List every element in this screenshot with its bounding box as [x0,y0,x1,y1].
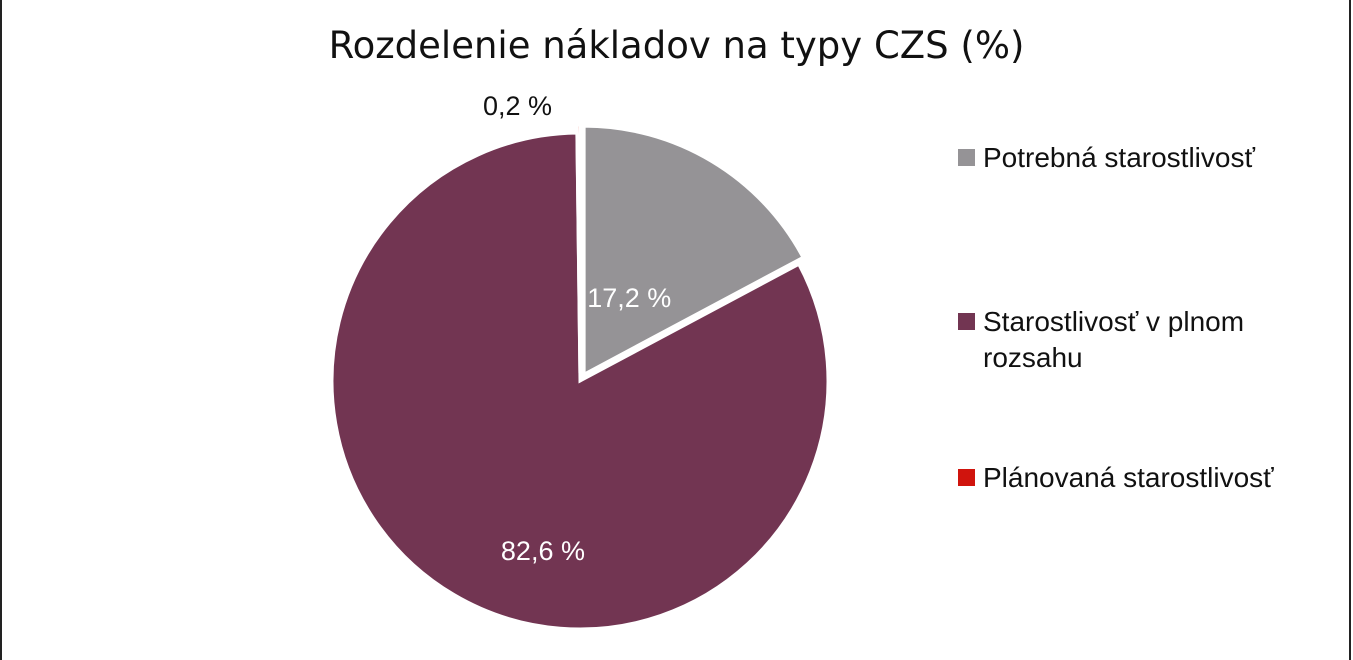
data-label-planovana: 0,2 % [483,91,552,121]
legend-label-planovana: Plánovaná starostlivosť [983,462,1274,493]
pie-slice-planovana [575,123,582,374]
pie-slice-plny-rozsah [330,131,830,631]
legend-item-planovana: Plánovaná starostlivosť [958,460,1313,496]
legend-item-potrebna: Potrebná starostlivosť [958,140,1313,176]
data-label-potrebna: 17,2 % [587,283,671,313]
pie-slice-potrebna [582,124,805,377]
legend-swatch-planovana [958,469,975,486]
data-label-plny-rozsah: 82,6 % [501,536,585,566]
legend-swatch-plny-rozsah [958,313,975,330]
legend-item-plny-rozsah: Starostlivosť v plnom rozsahu [958,304,1313,376]
legend-label-plny-rozsah: Starostlivosť v plnom rozsahu [983,306,1245,373]
chart-title: Rozdelenie nákladov na typy CZS (%) [328,24,1025,67]
legend-swatch-potrebna [958,149,975,166]
legend-label-potrebna: Potrebná starostlivosť [983,142,1255,173]
